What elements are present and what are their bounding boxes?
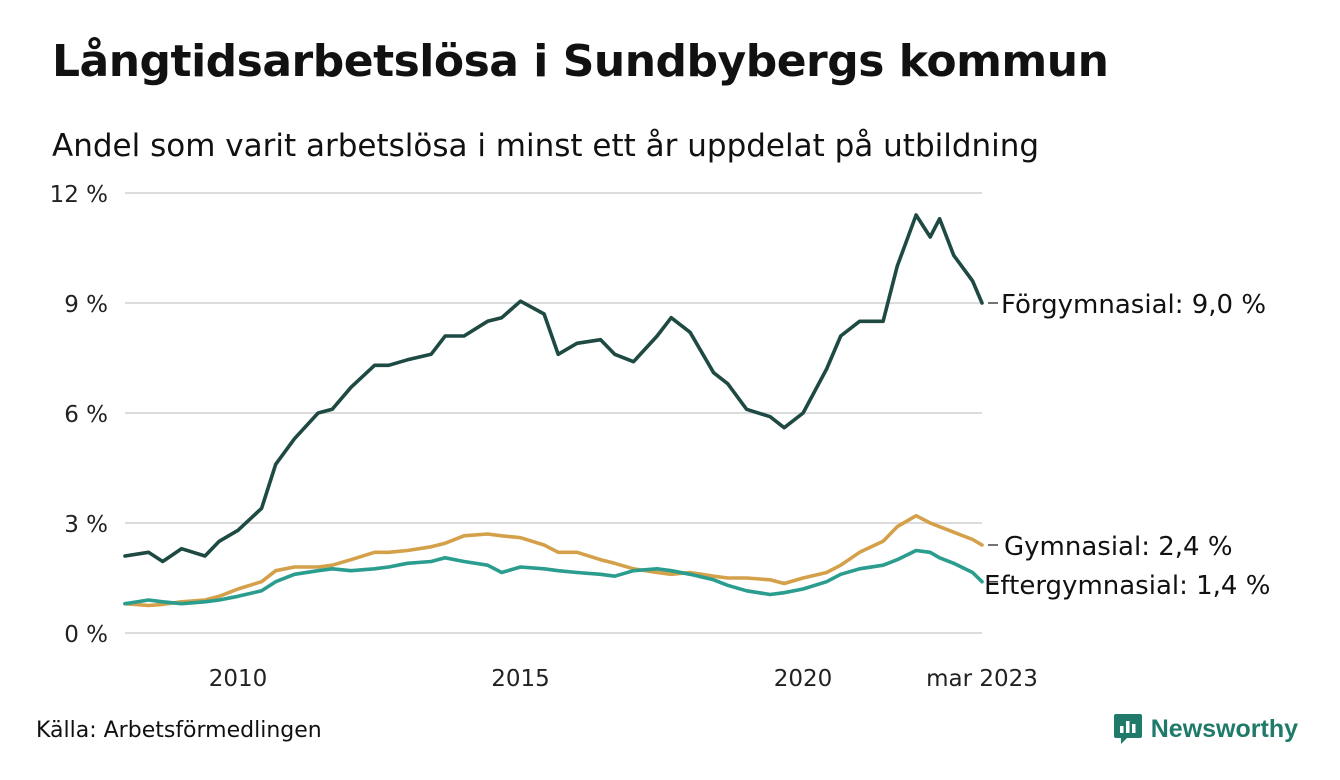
source-note: Källa: Arbetsförmedlingen xyxy=(36,718,322,743)
x-axis-ticks: 2010 2015 2020 mar 2023 xyxy=(209,666,1038,692)
x-tick-label: 2020 xyxy=(774,666,833,692)
chart-title: Långtidsarbetslösa i Sundbybergs kommun xyxy=(52,36,1109,87)
brand-logo: Newsworthy xyxy=(1113,712,1298,746)
series-line-förgymnasial xyxy=(123,213,984,564)
chart-subtitle: Andel som varit arbetslösa i minst ett å… xyxy=(52,128,1040,164)
line-chart: 0 % 3 % 6 % 9 % 12 % 2010 2015 2020 mar 2023 Fö… xyxy=(50,182,1271,692)
end-label-eftergymnasial: Eftergymnasial: 1,4 % xyxy=(984,571,1270,601)
x-tick-label: 2010 xyxy=(209,666,268,692)
x-tick-label: 2015 xyxy=(491,666,550,692)
y-tick-label: 6 % xyxy=(64,402,108,428)
y-axis-ticks: 0 % 3 % 6 % 9 % 12 % xyxy=(50,182,108,648)
x-tick-label: mar 2023 xyxy=(926,666,1038,692)
y-tick-label: 9 % xyxy=(64,292,108,318)
y-tick-label: 12 % xyxy=(50,182,108,208)
brand-name: Newsworthy xyxy=(1150,714,1298,743)
end-label-gymnasial: Gymnasial: 2,4 % xyxy=(1004,532,1233,562)
end-label-förgymnasial: Förgymnasial: 9,0 % xyxy=(1001,290,1266,320)
newsworthy-logo-icon xyxy=(1113,714,1142,744)
series-line-eftergymnasial xyxy=(123,548,984,606)
y-tick-label: 3 % xyxy=(64,512,108,538)
y-tick-label: 0 % xyxy=(64,622,108,648)
series-line-gymnasial xyxy=(123,513,984,608)
gridlines xyxy=(125,192,982,634)
series-end-labels: Förgymnasial: 9,0 % Gymnasial: 2,4 % Efter… xyxy=(984,290,1270,601)
series-lines xyxy=(123,213,984,608)
